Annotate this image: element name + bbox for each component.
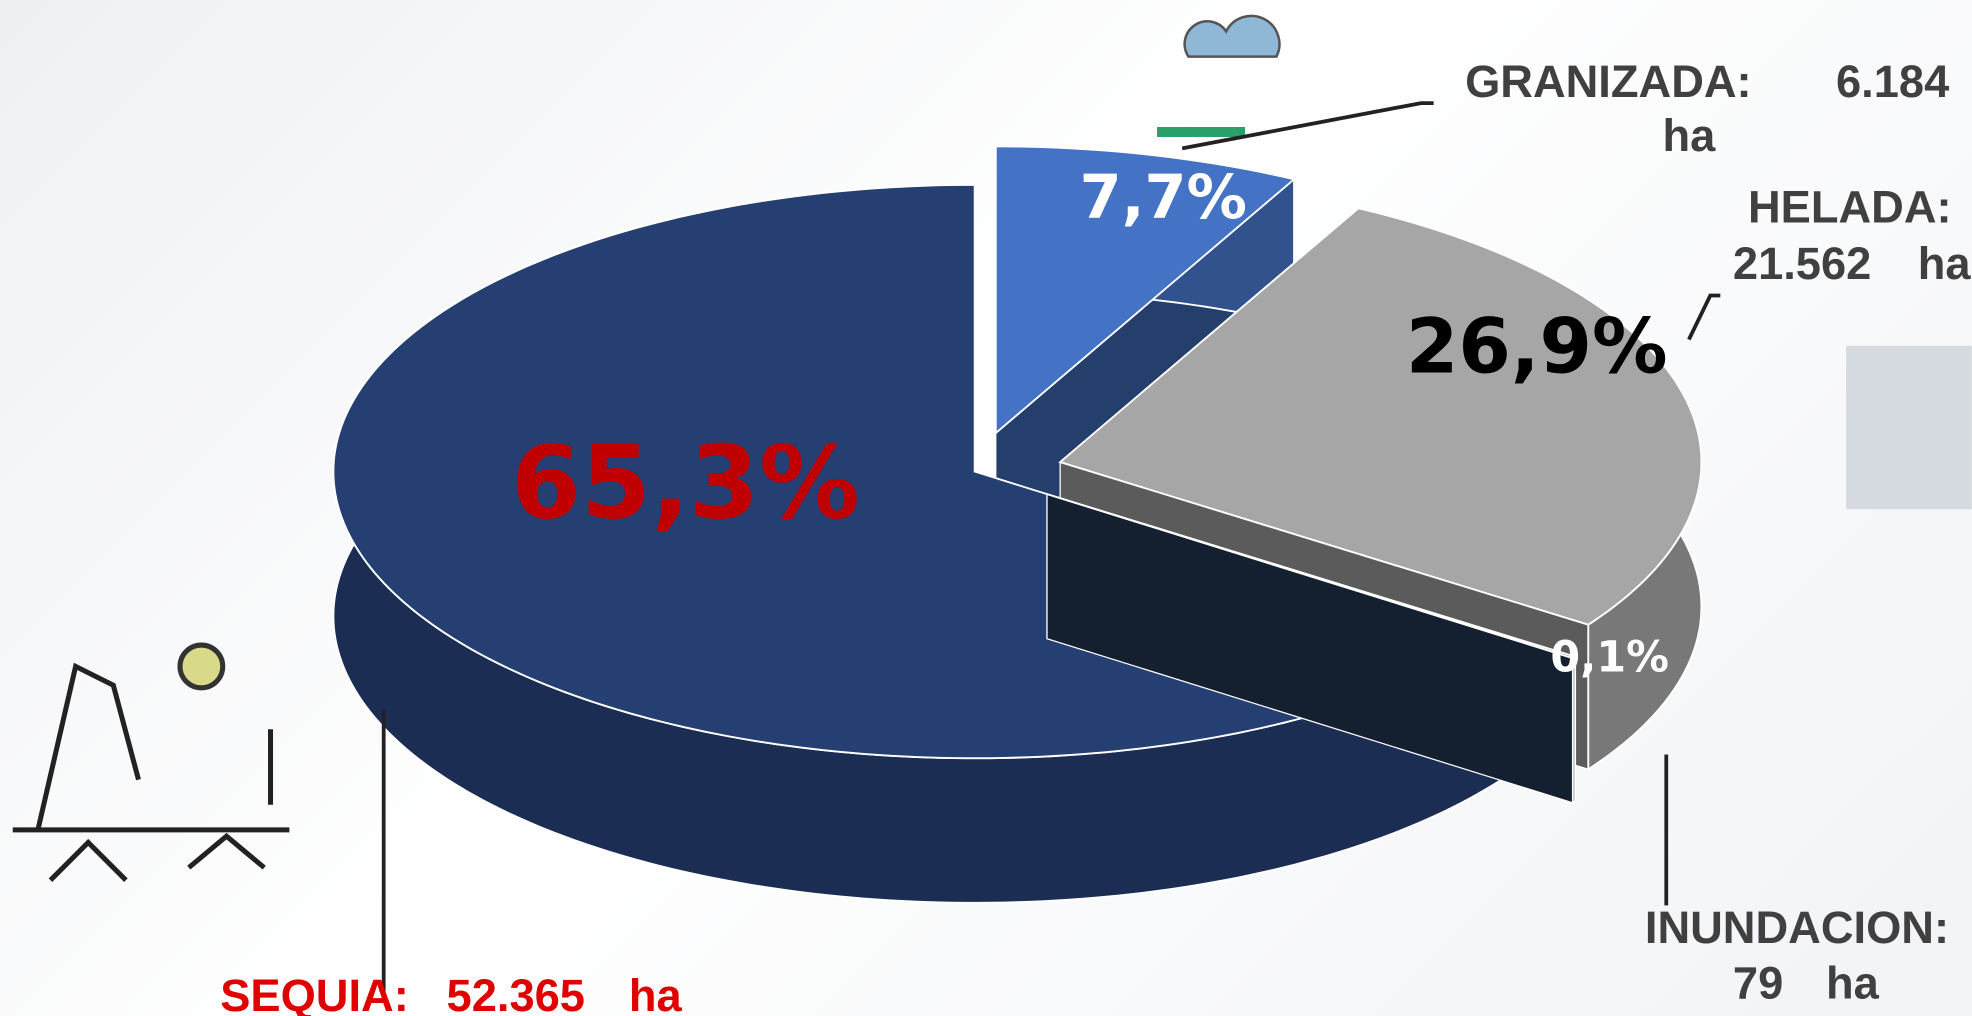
unit-label: ha — [1826, 957, 1880, 1008]
decorations — [12, 14, 1972, 882]
area-label: 52.365 — [447, 970, 585, 1016]
category-label: INUNDACION: — [1645, 902, 1949, 953]
labels: 7,7%26,9%0,1%65,3%GRANIZADA: 6.184haHELAD… — [220, 56, 1971, 1016]
frost-photo — [1846, 345, 1972, 510]
category-label: SEQUIA: — [220, 970, 409, 1016]
value-label: 26,9% — [1406, 303, 1668, 391]
cloud-icon — [1183, 14, 1281, 58]
area-label: 6.184 — [1836, 56, 1949, 107]
slice — [1058, 207, 1703, 626]
value-label: 7,7% — [1080, 163, 1247, 233]
value-label: 65,3% — [511, 425, 860, 542]
category-label: HELADA: — [1748, 182, 1952, 233]
leader-line — [1181, 101, 1434, 151]
drought-icon — [12, 662, 290, 882]
leader-line — [1687, 293, 1721, 341]
unit-label: ha — [1662, 110, 1716, 161]
slice — [994, 145, 1297, 436]
area-label: 21.562 — [1733, 238, 1871, 289]
slice — [1046, 493, 1578, 660]
value-label: 0,1% — [1550, 633, 1669, 683]
unit-label: ha — [629, 970, 683, 1016]
category-label: GRANIZADA: — [1465, 56, 1752, 107]
unit-label: ha — [1918, 238, 1972, 289]
sun-icon — [177, 642, 226, 691]
pie — [332, 145, 1703, 904]
leader-lines — [381, 101, 1721, 994]
area-label: 79 — [1733, 957, 1783, 1008]
